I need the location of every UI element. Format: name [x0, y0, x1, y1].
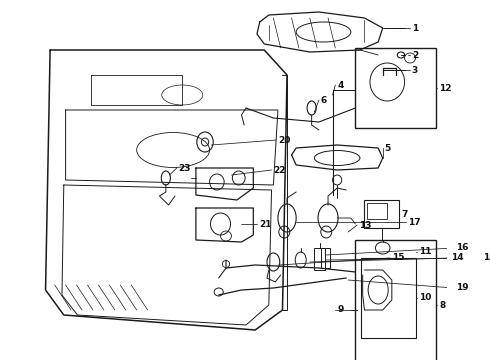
Text: 12: 12	[439, 84, 452, 93]
Text: 21: 21	[259, 220, 271, 229]
Text: 16: 16	[456, 243, 468, 252]
Text: 8: 8	[439, 301, 445, 310]
Text: 18: 18	[483, 253, 490, 262]
Text: 6: 6	[321, 95, 327, 104]
Bar	[367, 203, 387, 219]
Text: 22: 22	[273, 166, 286, 175]
Text: 9: 9	[337, 306, 343, 315]
Text: 5: 5	[385, 144, 391, 153]
Text: 20: 20	[278, 135, 290, 144]
Text: 2: 2	[412, 50, 418, 59]
Text: 3: 3	[412, 66, 418, 75]
Text: 15: 15	[392, 253, 404, 262]
Text: 23: 23	[178, 163, 191, 172]
Text: 11: 11	[419, 248, 432, 256]
Text: 1: 1	[412, 23, 418, 32]
Bar	[361, 258, 416, 338]
Text: 4: 4	[337, 81, 343, 90]
Text: 7: 7	[401, 210, 407, 219]
Text: 10: 10	[419, 293, 432, 302]
Text: 13: 13	[359, 220, 371, 230]
Bar	[365, 200, 399, 228]
Text: 14: 14	[451, 253, 464, 262]
Bar	[355, 240, 436, 360]
Text: 17: 17	[408, 217, 421, 226]
Bar	[315, 248, 325, 270]
Bar	[355, 48, 436, 128]
Bar	[321, 248, 330, 268]
Text: 19: 19	[456, 284, 468, 292]
